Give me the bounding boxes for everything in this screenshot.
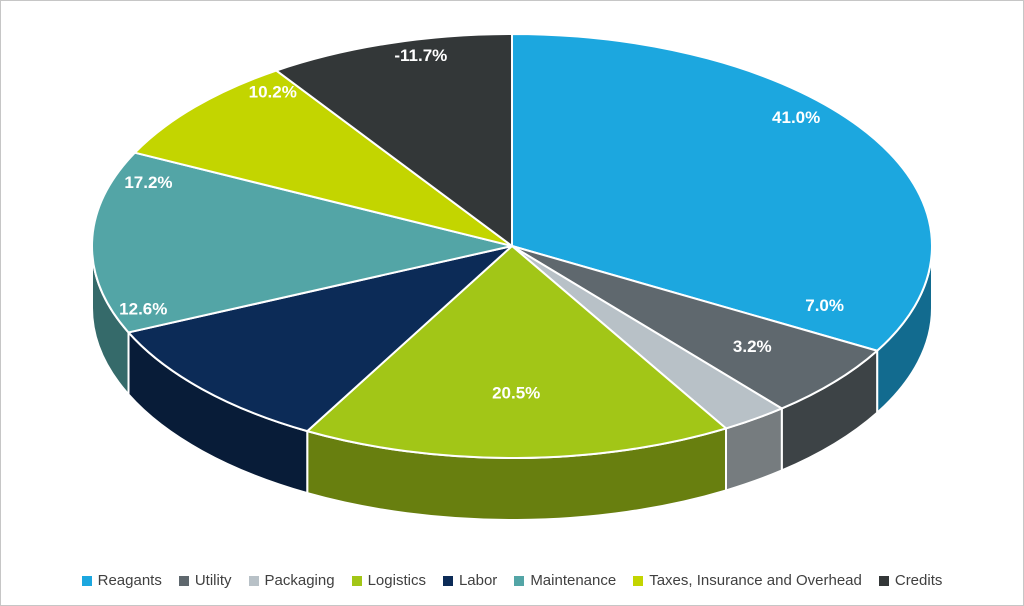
legend-swatch-icon bbox=[179, 576, 189, 586]
pie-3d-canvas: 41.0% 7.0% 3.2% 20.5% 12.6% 17.2% 10.2% -11.7% bbox=[1, 1, 1024, 549]
legend-item-maintenance[interactable]: Maintenance bbox=[514, 572, 616, 589]
legend-label: Credits bbox=[895, 572, 943, 589]
legend-swatch-icon bbox=[82, 576, 92, 586]
data-label-packaging: 3.2% bbox=[733, 337, 772, 356]
legend-swatch-icon bbox=[633, 576, 643, 586]
legend-swatch-icon bbox=[249, 576, 259, 586]
legend-item-credits[interactable]: Credits bbox=[879, 572, 943, 589]
data-label-credits: -11.7% bbox=[394, 46, 447, 65]
legend-label: Logistics bbox=[368, 572, 426, 589]
legend-swatch-icon bbox=[514, 576, 524, 586]
data-label-labor: 12.6% bbox=[119, 300, 167, 319]
legend-item-packaging[interactable]: Packaging bbox=[249, 572, 335, 589]
legend-label: Taxes, Insurance and Overhead bbox=[649, 572, 862, 589]
legend-label: Labor bbox=[459, 572, 497, 589]
legend-item-reagants[interactable]: Reagants bbox=[82, 572, 162, 589]
legend-item-logistics[interactable]: Logistics bbox=[352, 572, 426, 589]
legend-item-utility[interactable]: Utility bbox=[179, 572, 232, 589]
legend-label: Reagants bbox=[98, 572, 162, 589]
pie-chart: 41.0% 7.0% 3.2% 20.5% 12.6% 17.2% 10.2% -11.7% bbox=[1, 1, 1024, 554]
data-label-logistics: 20.5% bbox=[492, 383, 540, 402]
data-label-maintenance: 17.2% bbox=[124, 173, 172, 192]
data-label-reagants: 41.0% bbox=[772, 108, 820, 127]
legend-swatch-icon bbox=[352, 576, 362, 586]
legend-swatch-icon bbox=[443, 576, 453, 586]
legend-item-taxes-insurance-and-overhead[interactable]: Taxes, Insurance and Overhead bbox=[633, 572, 862, 589]
data-label-utility: 7.0% bbox=[805, 296, 844, 315]
legend-label: Maintenance bbox=[530, 572, 616, 589]
legend-label: Utility bbox=[195, 572, 232, 589]
data-label-taxes-insurance-and-overhead: 10.2% bbox=[249, 83, 297, 102]
chart-legend: Reagants Utility Packaging Logistics Labor Ma… bbox=[1, 572, 1023, 589]
legend-swatch-icon bbox=[879, 576, 889, 586]
legend-label: Packaging bbox=[265, 572, 335, 589]
legend-item-labor[interactable]: Labor bbox=[443, 572, 497, 589]
